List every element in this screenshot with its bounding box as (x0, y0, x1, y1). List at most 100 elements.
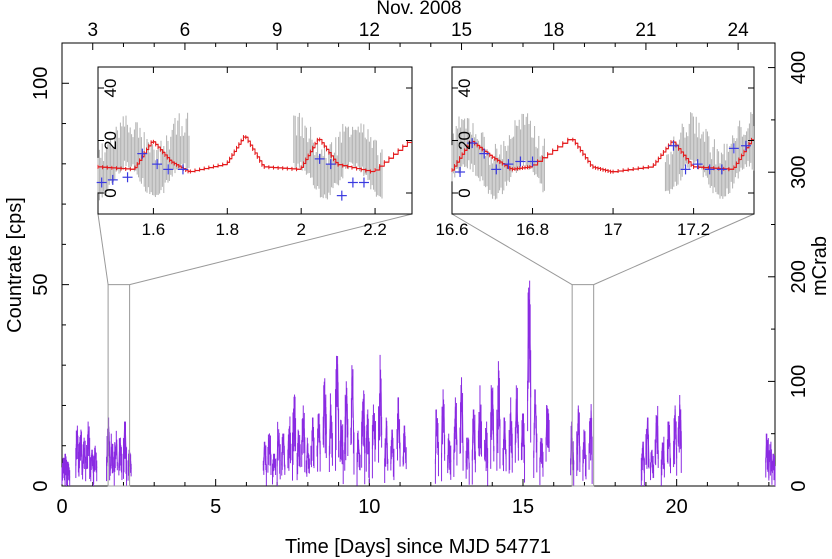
zoom-connector (97, 213, 109, 285)
inset-x-tick-label: 2 (296, 220, 305, 239)
zoom-connector (451, 213, 573, 286)
data-segment (650, 453, 655, 473)
data-segment (335, 364, 340, 441)
y-tick-label: 100 (30, 67, 52, 100)
data-segment (316, 425, 321, 455)
right-tick-label: 0 (788, 480, 810, 491)
data-segment (434, 418, 439, 464)
data-segment (640, 444, 645, 474)
y-tick-label: 0 (30, 480, 52, 491)
data-segment (344, 396, 349, 454)
data-segment (453, 406, 458, 460)
right-tick-label: 200 (788, 260, 810, 293)
top-tick-label: 6 (180, 20, 191, 41)
data-segment (527, 322, 532, 402)
data-segment (86, 431, 91, 461)
top-tick-label: 3 (87, 20, 98, 41)
data-segment (520, 425, 526, 465)
x-tick-label: 20 (666, 496, 688, 518)
data-segment (361, 404, 366, 454)
data-segment (768, 449, 773, 474)
right-tick-label: 400 (788, 51, 810, 84)
inset-raw-data (97, 112, 383, 201)
data-segment (588, 410, 593, 461)
data-segment (122, 428, 128, 467)
inset-x-tick-label: 1.6 (142, 220, 166, 239)
data-segment (496, 380, 501, 436)
data-segment (371, 418, 376, 449)
model-curve (452, 139, 754, 173)
data-segment (484, 433, 489, 464)
data-segment (267, 440, 272, 460)
model-curve (98, 136, 412, 173)
zoom-connector-lines (97, 213, 755, 487)
data-segment (339, 425, 344, 465)
data-segment (390, 433, 395, 464)
top-tick-label: 12 (359, 20, 380, 41)
data-segment (402, 431, 407, 463)
data-segment (539, 443, 544, 468)
data-segment (296, 435, 301, 462)
inset-right: 16.6 16.8 17 17.2 0 20 40 (435, 66, 755, 239)
data-segment (645, 420, 650, 464)
inset-y-tick-label: 20 (455, 131, 474, 150)
data-segment (771, 458, 776, 476)
x-axis-label: Time [Days] since MJD 54771 (285, 536, 551, 558)
data-segment (654, 422, 659, 459)
data-segment (75, 429, 80, 466)
x-tick-label: 10 (358, 496, 380, 518)
data-segment (118, 443, 123, 468)
right-axis-label: mCrab (809, 236, 831, 296)
data-segment (459, 387, 464, 453)
data-segment (465, 444, 470, 469)
data-segment (322, 397, 327, 440)
data-segment (113, 442, 118, 468)
zoom-box (107, 284, 131, 487)
main-plot-frame (61, 42, 776, 487)
data-segment (576, 408, 581, 463)
data-segment (545, 419, 550, 445)
data-segment (396, 409, 401, 458)
data-segment (272, 456, 277, 475)
right-tick-label: 300 (788, 155, 810, 188)
data-segment (533, 403, 538, 458)
data-segment (673, 409, 678, 460)
data-segment (514, 398, 519, 449)
y-axis-label: Countrate [cps] (4, 197, 26, 333)
main-lightcurve (61, 280, 776, 486)
data-segment (677, 404, 682, 449)
inset-y-tick-label: 0 (455, 188, 474, 197)
data-segment (291, 410, 297, 455)
data-segment (262, 444, 267, 473)
data-segment (582, 437, 587, 467)
data-segment (477, 413, 483, 443)
inset-x-tick-label: 16.6 (435, 220, 468, 239)
data-segment (78, 437, 83, 470)
x-tick-label: 15 (512, 496, 534, 518)
data-segment (471, 420, 476, 464)
data-segment (356, 438, 361, 470)
top-tick-label: 21 (635, 20, 656, 41)
data-segment (305, 444, 310, 469)
data-segment (365, 421, 370, 464)
data-segment (89, 452, 94, 474)
data-segment (490, 404, 495, 452)
data-segment (109, 446, 114, 471)
data-segment (281, 438, 286, 470)
zoom-box (571, 284, 595, 487)
x-tick-label: 0 (56, 496, 67, 518)
data-segment (328, 410, 333, 456)
top-axis-label: Nov. 2008 (376, 0, 461, 19)
data-segment (310, 425, 315, 459)
top-tick-label: 24 (728, 20, 750, 41)
top-tick-label: 9 (272, 20, 283, 41)
data-segment (502, 425, 507, 461)
right-tick-label: 100 (788, 365, 810, 398)
data-segment (447, 440, 452, 468)
data-segment (66, 465, 71, 479)
data-segment (276, 435, 281, 467)
inset-y-tick-label: 0 (101, 188, 120, 197)
data-segment (666, 431, 672, 464)
inset-y-tick-label: 40 (455, 79, 474, 98)
